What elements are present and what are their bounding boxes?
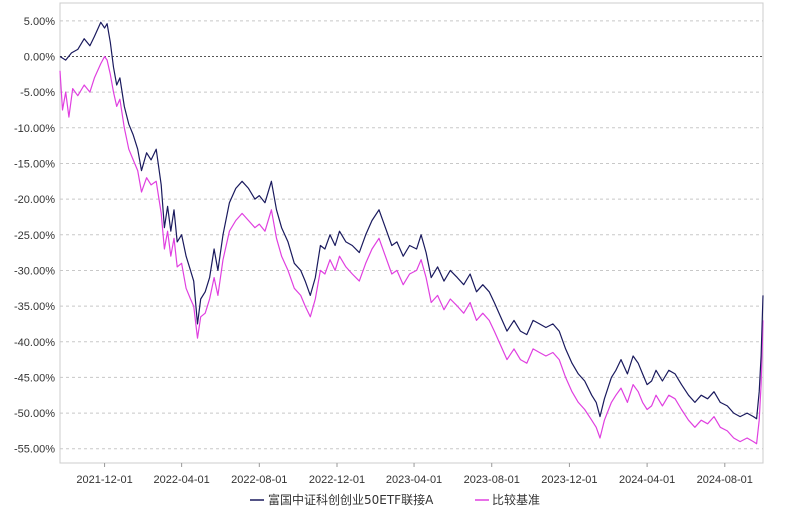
- y-tick-label: -15.00%: [14, 158, 55, 170]
- y-tick-label: -20.00%: [14, 194, 55, 206]
- series-line-fund: [59, 21, 764, 420]
- x-tick-label: 2024-08-01: [697, 474, 753, 486]
- x-axis-ticks: 2021-12-01 2022-04-01 2022-08-01 2022-12-01…: [76, 463, 753, 486]
- x-tick-label: 2024-04-01: [619, 474, 675, 486]
- legend-label-fund: 富国中证科创创业50ETF联接A: [268, 492, 434, 507]
- gridlines: [60, 20, 763, 450]
- y-tick-label: 0.00%: [24, 51, 55, 63]
- y-tick-label: -40.00%: [14, 337, 55, 349]
- y-tick-label: -25.00%: [14, 230, 55, 242]
- legend: 富国中证科创创业50ETF联接A 比较基准: [250, 492, 540, 507]
- x-tick-label: 2023-04-01: [386, 474, 442, 486]
- y-tick-label: -45.00%: [14, 372, 55, 384]
- x-tick-label: 2023-12-01: [541, 474, 597, 486]
- y-tick-label: -35.00%: [14, 301, 55, 313]
- plot-area: [59, 2, 764, 464]
- series-line-benchmark: [59, 55, 764, 445]
- y-tick-label: 5.00%: [24, 16, 55, 28]
- y-tick-label: -10.00%: [14, 123, 55, 135]
- series-lines: [59, 21, 764, 445]
- y-tick-label: -50.00%: [14, 408, 55, 420]
- y-tick-label: -55.00%: [14, 444, 55, 456]
- legend-label-benchmark: 比较基准: [492, 492, 540, 507]
- y-tick-label: -30.00%: [14, 265, 55, 277]
- y-axis-ticks: 5.00% 0.00% -5.00% -10.00% -15.00% -20.00% -25…: [14, 16, 55, 456]
- x-tick-label: 2021-12-01: [76, 474, 132, 486]
- x-tick-label: 2022-04-01: [153, 474, 209, 486]
- y-tick-label: -5.00%: [20, 87, 55, 99]
- x-tick-label: 2022-08-01: [231, 474, 287, 486]
- x-tick-label: 2023-08-01: [464, 474, 520, 486]
- x-tick-label: 2022-12-01: [309, 474, 365, 486]
